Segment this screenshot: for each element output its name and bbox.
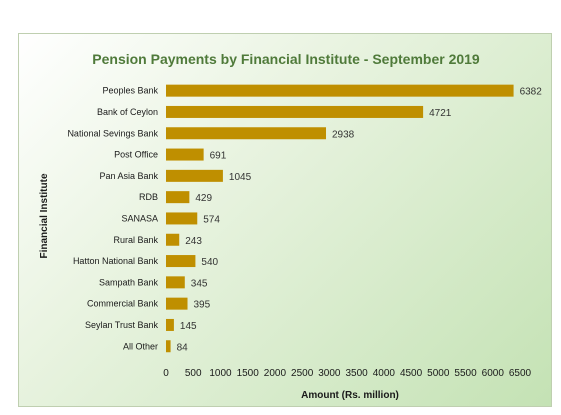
x-tick-label: 6000 [482,368,505,379]
bar [166,127,327,140]
data-label: 540 [201,257,218,268]
data-label: 574 [203,214,220,225]
category-label: All Other [123,341,158,351]
bar [166,233,180,246]
data-label: 1045 [229,172,252,183]
y-axis-title: Financial Institute [39,173,50,258]
bar [166,84,514,97]
x-tick-label: 1500 [237,368,260,379]
x-tick-label: 2500 [291,368,314,379]
x-tick-label: 5000 [427,368,450,379]
x-tick-label: 4500 [400,368,423,379]
x-tick-label: 0 [163,368,169,379]
data-label: 6382 [520,87,543,98]
category-label: Sampath Bank [99,277,159,287]
data-label: 145 [180,321,197,332]
category-label: Hatton National Bank [73,256,159,266]
bar [166,169,223,182]
x-axis-title: Amount (Rs. million) [301,390,399,401]
bar [166,340,171,353]
data-label: 691 [210,151,227,162]
bars-group: Peoples Bank 6382 Bank of Ceylon 4721 Nation… [67,84,543,379]
x-tick-label: 3500 [345,368,368,379]
bar [166,297,188,310]
category-label: National Sevings Bank [67,128,158,138]
x-tick-label: 500 [185,368,202,379]
data-label: 2938 [332,129,355,140]
x-tick-label: 6500 [509,368,532,379]
bar [166,148,204,161]
category-label: SANASA [121,213,158,223]
category-label: Rural Bank [113,235,158,245]
category-label: Peoples Bank [102,86,158,96]
data-label: 429 [195,193,212,204]
chart-title: Pension Payments by Financial Institute … [92,51,480,67]
x-tick-label: 3000 [318,368,341,379]
bar [166,276,185,289]
category-label: Seylan Trust Bank [85,320,159,330]
bar [166,255,196,268]
data-label: 395 [194,300,211,311]
x-tick-label: 5500 [454,368,477,379]
data-label: 4721 [429,108,452,119]
data-label: 243 [185,236,202,247]
category-label: RDB [139,192,158,202]
x-tick-label: 2000 [264,368,287,379]
bar [166,105,424,118]
x-tick-label: 4000 [373,368,396,379]
data-label: 84 [177,342,189,353]
category-label: Bank of Ceylon [97,107,158,117]
category-label: Pan Asia Bank [99,171,158,181]
x-tick-label: 1000 [209,368,232,379]
category-label: Commercial Bank [87,299,159,309]
category-label: Post Office [114,150,158,160]
bar [166,191,190,204]
data-label: 345 [191,278,208,289]
bar [166,318,174,331]
bar [166,212,198,225]
